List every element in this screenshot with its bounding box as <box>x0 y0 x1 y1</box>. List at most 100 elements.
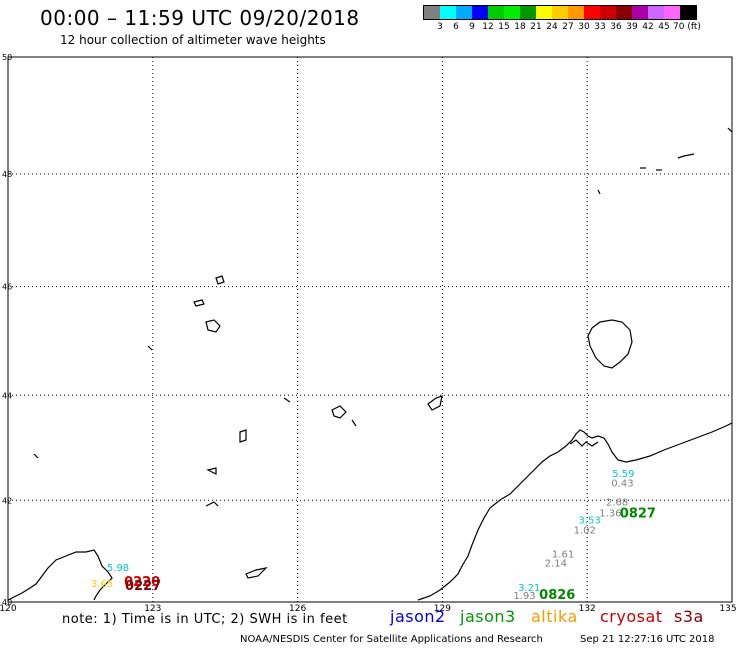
longitude-label: 135 <box>719 604 736 614</box>
satellite-jason3-label: jason3 <box>460 607 516 626</box>
island-9 <box>239 429 247 443</box>
satellite-jason2-label: jason2 <box>390 607 446 626</box>
legend-tick-label: 9 <box>469 22 475 32</box>
legend-swatch <box>648 6 664 19</box>
pass-time-label: 0227 <box>125 579 161 594</box>
legend-tick-label: 12 <box>482 22 494 32</box>
legend-swatch <box>504 6 520 19</box>
island-18 <box>597 189 601 195</box>
longitude-label: 123 <box>144 604 161 614</box>
satellite-s3a-label: s3a <box>674 607 704 626</box>
island-17 <box>727 127 733 133</box>
coastline-korea <box>417 422 733 601</box>
legend-tick-label: 18 <box>514 22 526 32</box>
legend-swatch <box>568 6 584 19</box>
island-3 <box>205 319 221 333</box>
legend-swatch <box>472 6 488 19</box>
legend-swatch <box>456 6 472 19</box>
longitude-label: 126 <box>289 604 306 614</box>
legend-swatch <box>600 6 616 19</box>
coastline <box>7 127 733 601</box>
island-6 <box>331 405 347 419</box>
legend-swatch <box>424 6 440 19</box>
map-subtitle: 12 hour collection of altimeter wave hei… <box>60 33 326 47</box>
legend-tick-label: 30 <box>578 22 590 32</box>
latitude-labels: 50 48 46 44 42 40 <box>2 53 12 607</box>
legend-tick-label: 15 <box>498 22 510 32</box>
longitude-label: 129 <box>434 604 451 614</box>
wave-height-label: 1.61 <box>552 550 574 561</box>
wave-height-label: 5.98 <box>107 563 129 574</box>
map-title: 00:00 – 11:59 UTC 09/20/2018 <box>40 6 360 30</box>
satellite-cryosat-label: cryosat <box>600 607 663 626</box>
latitude-label: 46 <box>2 283 12 292</box>
wave-height-label: 3.21 <box>518 583 540 594</box>
island-12 <box>205 501 219 507</box>
legend-swatch <box>520 6 536 19</box>
legend-swatches <box>423 5 697 20</box>
island-11 <box>206 467 217 475</box>
longitude-label: 132 <box>579 604 596 614</box>
legend-tick-label: 3 <box>437 22 443 32</box>
island-13 <box>245 567 268 579</box>
island-2 <box>193 299 205 307</box>
legend-swatch <box>616 6 632 19</box>
legend-swatch <box>664 6 680 19</box>
legend-tick-label: 33 <box>594 22 606 32</box>
pass-time-label: 0826 <box>539 588 575 603</box>
island-10 <box>33 453 39 459</box>
legend-swatch <box>536 6 552 19</box>
graticule <box>8 57 732 602</box>
legend-tick-label: 27 <box>562 22 574 32</box>
latitude-label: 44 <box>2 391 12 400</box>
pass-time-label: 0827 <box>620 506 656 521</box>
legend-swatch <box>680 6 696 19</box>
footer-credit: NOAA/NESDIS Center for Satellite Applica… <box>240 634 543 645</box>
legend-tick-label: 45 <box>658 22 670 32</box>
coastline-hokkaido <box>587 319 633 369</box>
color-scale-legend: 3 6 9 12 15 18 21 24 27 30 33 36 39 42 45 70 (ft) <box>423 5 701 32</box>
wave-height-label: 3.53 <box>578 515 600 526</box>
legend-tick-label: 36 <box>610 22 622 32</box>
coastline-liaodong <box>7 549 113 601</box>
latitude-label: 40 <box>2 598 12 607</box>
latitude-label: 42 <box>2 496 12 505</box>
island-8 <box>427 395 443 411</box>
legend-swatch <box>632 6 648 19</box>
island-4 <box>147 345 153 351</box>
legend-ticks: 3 6 9 12 15 18 21 24 27 30 33 36 39 42 45 70 (ft) <box>423 22 740 36</box>
wave-height-label: 2.14 <box>545 559 567 570</box>
legend-tick-label: 24 <box>546 22 558 32</box>
wave-height-label: 1.36 <box>599 509 621 520</box>
satellite-altika-label: altika <box>531 607 578 626</box>
wave-height-label: 0.43 <box>611 478 633 489</box>
latitude-label: 48 <box>2 170 12 179</box>
longitude-labels: 120 123 126 129 132 135 <box>0 604 737 614</box>
wave-height-label: 1.93 <box>513 591 535 602</box>
island-7 <box>351 419 357 427</box>
legend-swatch <box>488 6 504 19</box>
legend-swatch <box>440 6 456 19</box>
pass-time-label: 0220 <box>124 575 160 590</box>
wave-height-label: 3.65 <box>91 579 113 590</box>
legend-tick-label: 6 <box>453 22 459 32</box>
footer-timestamp: Sep 21 12:27:16 UTC 2018 <box>580 634 715 645</box>
wave-height-label: 5.59 <box>612 469 634 480</box>
legend-swatch <box>552 6 568 19</box>
legend-tick-label: 21 <box>530 22 542 32</box>
wave-height-label: 2.68 <box>606 497 628 508</box>
wave-height-label: 1.02 <box>574 526 596 537</box>
longitude-label: 120 <box>0 604 17 614</box>
island-16 <box>677 153 695 159</box>
island-5 <box>283 397 291 403</box>
map-frame <box>7 56 733 603</box>
legend-tick-label: 42 <box>642 22 654 32</box>
legend-tick-label: 70 (ft) <box>673 22 701 32</box>
legend-swatch <box>584 6 600 19</box>
coastline-korea-detail <box>569 439 599 447</box>
wave-height-observations: 5.590.43 2.681.363.531.02 0827 1.612.14 3.21… <box>91 469 656 603</box>
footer-note: note: 1) Time is in UTC; 2) SWH is in fe… <box>62 612 348 627</box>
latitude-label: 50 <box>2 53 12 62</box>
legend-tick-label: 39 <box>626 22 638 32</box>
